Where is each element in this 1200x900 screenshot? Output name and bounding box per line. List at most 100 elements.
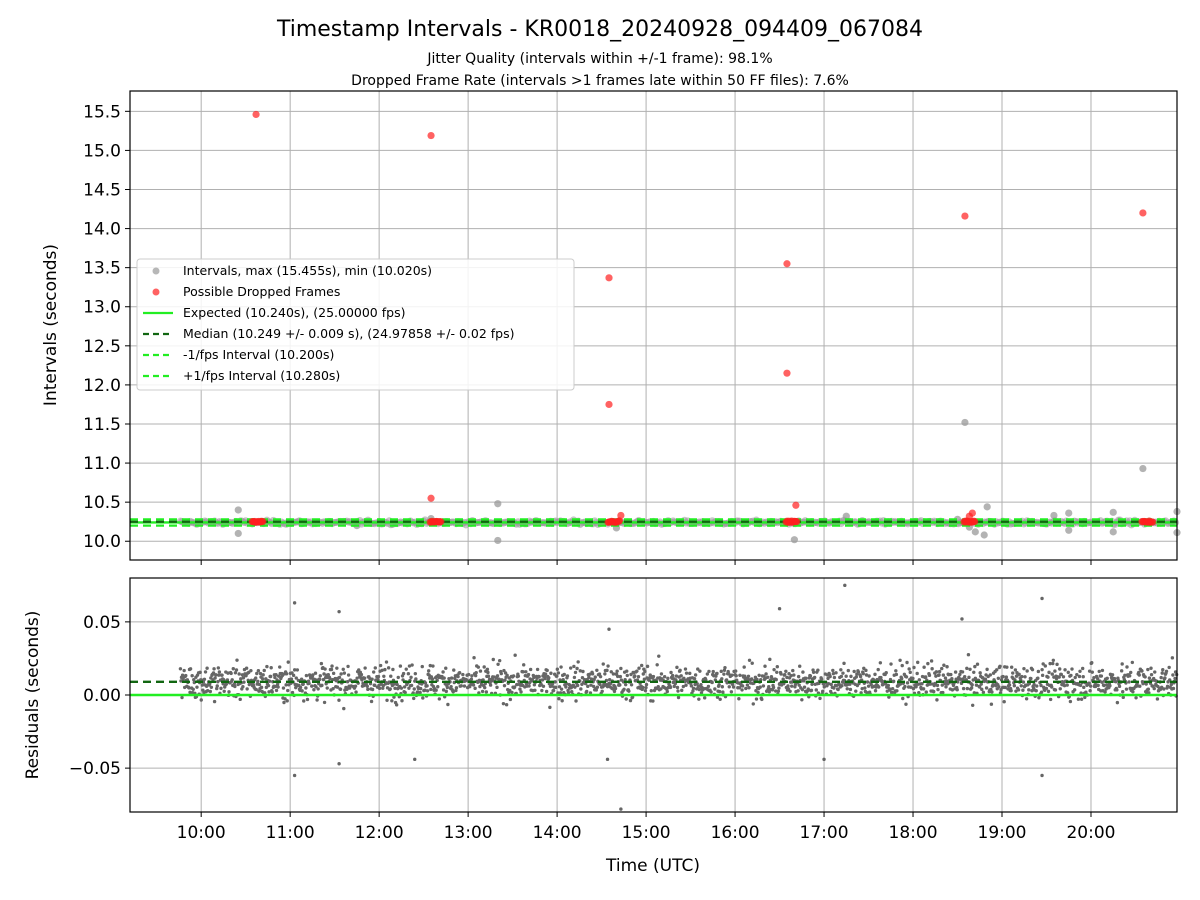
residual-point [395,682,399,687]
residual-point [404,667,408,671]
residual-point [715,695,720,699]
residual-point [885,689,889,693]
residual-point [510,690,514,695]
residual-point [989,702,994,706]
residual-point [603,672,607,676]
residual-point [568,666,573,670]
dropped-frame-point [961,212,969,220]
residuals-y-tick-label: 0.00 [83,686,121,706]
residual-point [1102,683,1106,688]
residual-point [262,668,266,673]
residuals-x-tick-label: 14:00 [533,823,582,843]
residual-point [369,699,374,704]
residual-point [267,690,271,694]
residual-point [1059,672,1064,677]
residual-point [283,697,287,701]
residual-point [286,660,290,664]
residual-point [235,658,239,662]
residual-point [551,688,556,693]
residual-point [595,668,599,672]
residual-point [643,669,647,674]
residual-point [476,665,481,669]
residual-point [216,666,221,670]
residual-point [512,685,517,689]
residual-point [836,687,840,692]
interval-point [234,529,242,538]
residual-point [1003,685,1007,690]
residual-point [555,667,560,671]
residual-point [1053,669,1057,673]
residual-point [410,663,414,667]
residual-point [312,688,316,692]
interval-point [971,528,979,536]
residual-point [357,668,361,672]
residual-point [1048,697,1053,702]
residual-point [721,690,725,694]
residual-point [430,677,435,681]
residual-point [612,689,617,694]
residual-point [615,669,619,673]
dropped-frame-point [259,517,267,526]
residual-point [783,672,787,677]
residual-point [1124,687,1129,691]
dropped-frame-point [783,369,791,377]
residual-point [564,685,568,689]
interval-point [234,506,242,514]
residual-point [1153,670,1157,674]
residual-point [1119,669,1124,673]
residual-point [471,683,476,687]
residual-point [967,675,971,680]
residual-point [428,663,432,668]
residual-point [1171,673,1175,677]
residual-point [310,684,314,688]
residual-point [1024,697,1029,701]
residual-point [573,670,578,675]
residual-point [1161,668,1165,672]
residual-point [819,677,824,681]
residual-point [294,676,298,680]
residual-point [1073,675,1077,680]
residual-point [485,667,490,672]
residual-point [1146,667,1150,672]
residual-point [1165,684,1170,689]
residual-point [865,680,870,684]
legend-marker-dropped [152,288,160,296]
residual-point [1058,667,1062,671]
residual-point [390,699,394,703]
residual-point [470,674,474,678]
residual-point [1082,685,1086,690]
residual-point [486,674,491,678]
residual-point [269,666,273,670]
residual-point [281,686,286,690]
residual-point [1088,689,1092,693]
residual-point [822,757,826,762]
residual-point [914,685,918,689]
residuals-x-tick-label: 10:00 [177,823,226,843]
interval-point [1065,509,1073,517]
residual-point [924,675,928,679]
intervals-x-ticks [200,560,1092,565]
residual-point [399,686,404,690]
residual-point [1134,696,1138,700]
residual-point [359,672,364,677]
residual-point [820,689,825,693]
residual-point [381,686,385,690]
residual-point [1105,676,1109,680]
interval-point [494,536,502,545]
residual-point [618,674,623,679]
residual-point [625,673,629,678]
residual-point [1058,687,1062,691]
residual-point [943,676,948,680]
residual-point [292,773,297,778]
residual-point [707,669,711,674]
residual-point [784,669,788,674]
residual-point [478,669,483,673]
residual-point [503,671,508,675]
residual-point [1123,673,1127,677]
legend-label-dropped: Possible Dropped Frames [183,284,340,299]
residual-point [342,671,347,675]
residual-point [842,661,846,666]
residual-point [644,682,649,687]
residual-point [860,686,864,691]
intervals-y-tick-label: 15.0 [83,141,121,161]
